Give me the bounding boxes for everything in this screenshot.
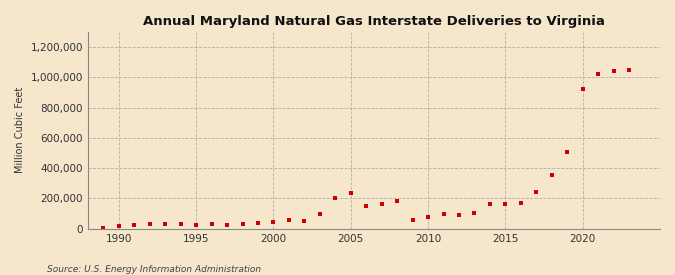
Y-axis label: Million Cubic Feet: Million Cubic Feet: [15, 87, 25, 174]
Text: Source: U.S. Energy Information Administration: Source: U.S. Energy Information Administ…: [47, 265, 261, 274]
Title: Annual Maryland Natural Gas Interstate Deliveries to Virginia: Annual Maryland Natural Gas Interstate D…: [143, 15, 605, 28]
